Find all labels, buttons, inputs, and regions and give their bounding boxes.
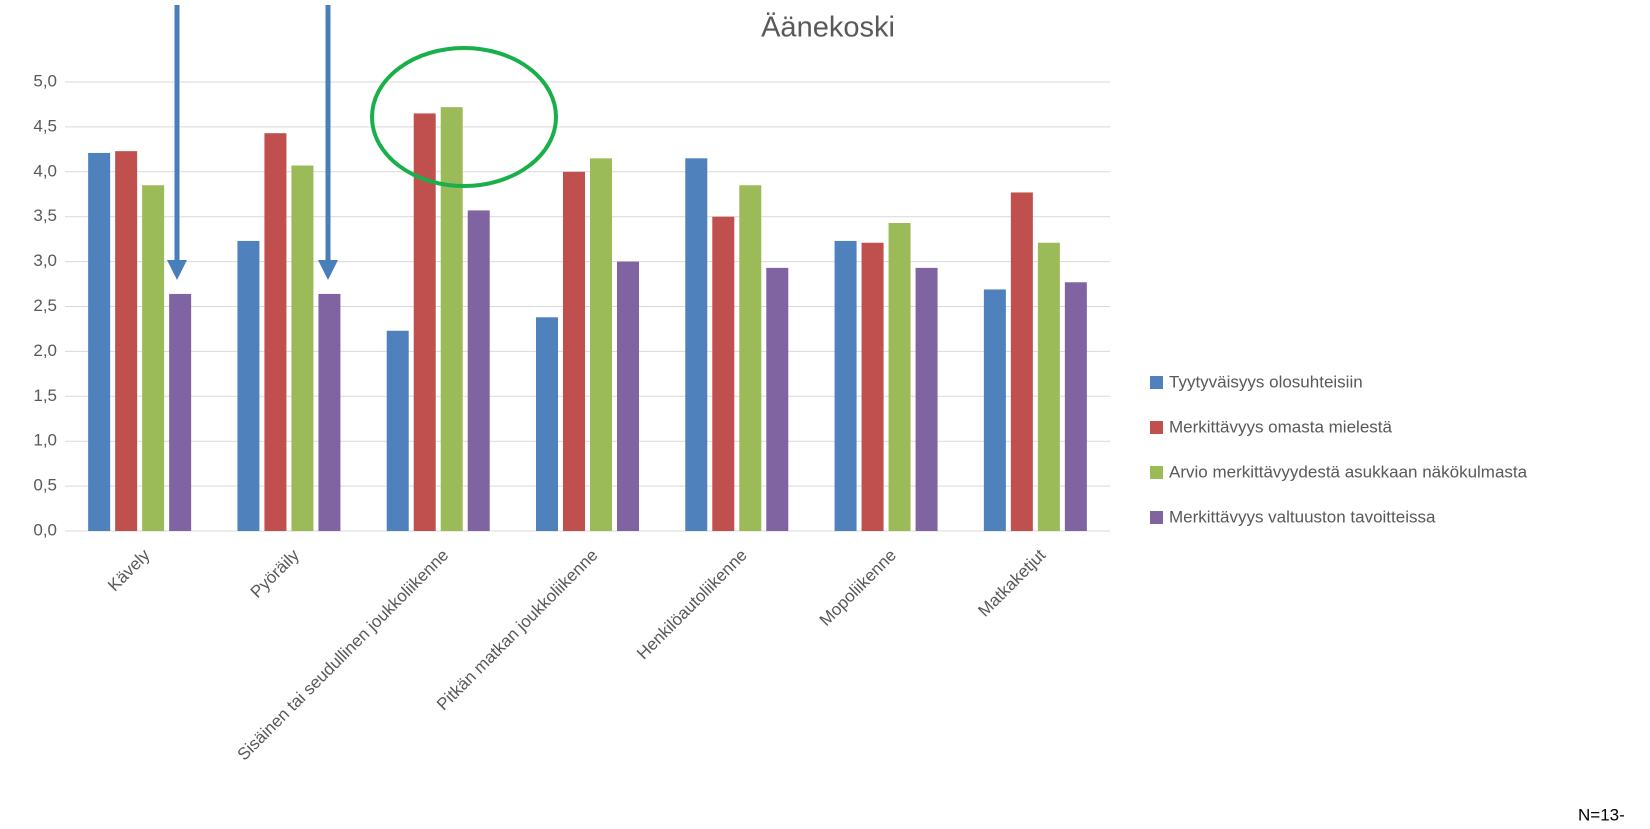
bar xyxy=(888,222,911,531)
x-tick-label: Mopoliikenne xyxy=(816,546,900,630)
bar xyxy=(291,165,314,532)
bar xyxy=(766,267,789,531)
bar xyxy=(318,293,341,531)
bar xyxy=(834,240,857,532)
bar xyxy=(88,152,111,531)
legend-label: Merkittävyys valtuuston tavoitteissa xyxy=(1169,507,1436,526)
bar xyxy=(467,210,490,531)
bar xyxy=(685,158,708,531)
bar xyxy=(1037,242,1060,531)
bar xyxy=(712,216,735,531)
x-tick-label: Pyöräily xyxy=(247,545,304,602)
y-tick-label: 0,0 xyxy=(33,520,57,539)
bar xyxy=(536,317,558,531)
arrow-head xyxy=(167,260,187,280)
legend-swatch xyxy=(1150,421,1163,434)
bar xyxy=(413,113,436,532)
annotations xyxy=(167,5,558,280)
x-tick-label: Henkilöautoliikenne xyxy=(633,546,751,664)
bar xyxy=(264,133,287,531)
bar xyxy=(169,293,192,531)
legend-label: Arvio merkittävyydestä asukkaan näkökulm… xyxy=(1169,462,1528,481)
legend-label: Tyytyväisyys olosuhteisiin xyxy=(1169,372,1363,391)
bar xyxy=(237,240,260,532)
bar xyxy=(1010,192,1033,532)
y-tick-label: 4,0 xyxy=(33,161,57,180)
legend-swatch xyxy=(1150,511,1163,524)
bar xyxy=(739,185,762,531)
x-tick-label: Kävely xyxy=(104,545,154,595)
note: N=13- xyxy=(1578,805,1625,824)
highlight-circle xyxy=(370,46,558,188)
y-tick-label: 2,0 xyxy=(33,341,57,360)
bar xyxy=(115,151,138,531)
chart-title: Äänekoski xyxy=(761,12,895,44)
bar xyxy=(983,289,1006,531)
bar xyxy=(563,171,585,532)
y-tick-label: 0,5 xyxy=(33,476,57,495)
bar xyxy=(617,261,639,531)
y-tick-label: 4,5 xyxy=(33,116,57,135)
legend-label: Merkittävyys omasta mielestä xyxy=(1169,417,1392,436)
arrow-head xyxy=(318,260,338,280)
bar xyxy=(440,107,463,532)
x-tick-label: Pitkän matkan joukkoliikenne xyxy=(433,546,601,714)
legend-swatch xyxy=(1150,466,1163,479)
y-tick-label: 1,0 xyxy=(33,431,57,450)
y-tick-label: 1,5 xyxy=(33,386,57,405)
bar xyxy=(142,185,165,531)
bar xyxy=(915,267,938,531)
bar xyxy=(861,242,884,531)
bar xyxy=(386,330,409,531)
y-tick-label: 2,5 xyxy=(33,296,57,315)
y-tick-label: 5,0 xyxy=(33,71,57,90)
bar xyxy=(590,158,612,531)
legend-swatch xyxy=(1150,376,1163,389)
bar xyxy=(1064,282,1087,531)
x-tick-label: Matkaketjut xyxy=(974,545,1049,620)
y-tick-label: 3,0 xyxy=(33,251,57,270)
y-tick-label: 3,5 xyxy=(33,206,57,225)
